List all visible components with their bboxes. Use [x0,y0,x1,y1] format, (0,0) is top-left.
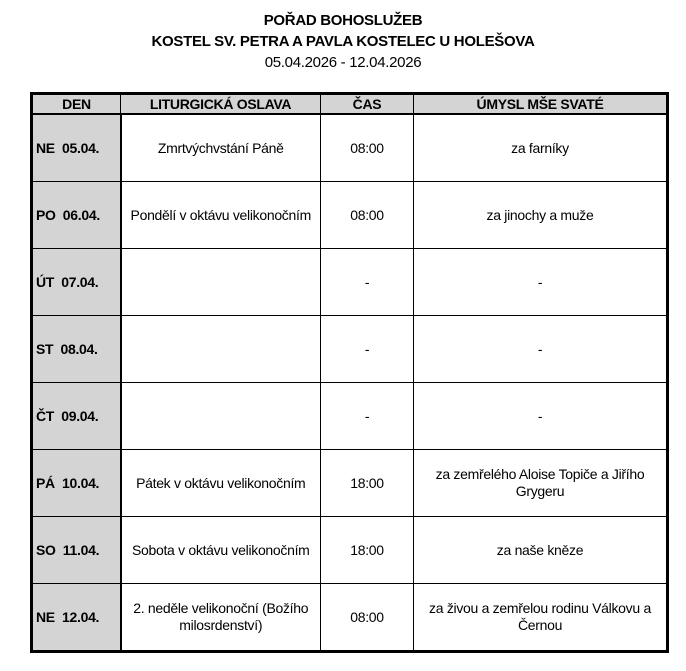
table-row: ÚT 07.04. - - [31,248,668,316]
time-cell: 08:00 [320,583,414,652]
intention-cell: - [413,382,668,450]
schedule-table: DEN LITURGICKÁ OSLAVA ČAS ÚMYSL MŠE SVAT… [30,92,669,653]
table-header-row: DEN LITURGICKÁ OSLAVA ČAS ÚMYSL MŠE SVAT… [31,93,668,115]
time-cell: 18:00 [320,516,414,584]
celebration-cell [120,248,321,316]
intention-cell: za naše kněze [413,516,668,584]
column-header-intention: ÚMYSL MŠE SVATÉ [413,93,668,115]
church-name: KOSTEL SV. PETRA A PAVLA KOSTELEC U HOLE… [151,33,535,50]
table-row: ČT 09.04. - - [31,382,668,450]
date-range: 05.04.2026 - 12.04.2026 [264,54,422,71]
day-cell: ČT 09.04. [31,382,122,450]
time-cell: - [320,382,414,450]
celebration-cell: Pátek v oktávu velikonočním [120,449,321,517]
celebration-cell: 2. neděle velikonoční (Božího milosrdens… [120,583,321,652]
day-cell: ST 08.04. [31,315,122,383]
intention-cell: za živou a zemřelou rodinu Válkovu a Čer… [413,583,668,652]
time-cell: - [320,248,414,316]
time-cell: 18:00 [320,449,414,517]
table-row: PÁ 10.04. Pátek v oktávu velikonočním 18:0… [31,449,668,517]
schedule-title: POŘAD BOHOSLUŽEB [263,12,423,29]
intention-cell: za zemřelého Aloise Topiče a Jiřího Gryg… [413,449,668,517]
time-cell: 08:00 [320,181,414,249]
table-row: NE 12.04. 2. neděle velikonoční (Božího m… [31,583,668,652]
celebration-cell [120,382,321,450]
day-cell: SO 11.04. [31,516,122,584]
celebration-cell: Sobota v oktávu velikonočním [120,516,321,584]
day-cell: PO 06.04. [31,181,122,249]
intention-cell: za farníky [413,113,668,182]
intention-cell: - [413,315,668,383]
table-row: ST 08.04. - - [31,315,668,383]
table-row: PO 06.04. Pondělí v oktávu velikonočním 08… [31,181,668,249]
intention-cell: - [413,248,668,316]
celebration-cell: Zmrtvýchvstání Páně [120,113,321,182]
column-header-day: DEN [31,93,121,115]
column-header-time: ČAS [320,93,414,115]
celebration-cell [120,315,321,383]
day-cell: NE 12.04. [31,583,122,652]
table-row: SO 11.04. Sobota v oktávu velikonočním 18:… [31,516,668,584]
day-cell: PÁ 10.04. [31,449,122,517]
table-row: NE 05.04. Zmrtvýchvstání Páně 08:00 za farn… [31,113,668,182]
time-cell: - [320,315,414,383]
day-cell: ÚT 07.04. [31,248,122,316]
column-header-celebration: LITURGICKÁ OSLAVA [120,93,321,115]
time-cell: 08:00 [320,113,414,182]
day-cell: NE 05.04. [31,113,122,182]
intention-cell: za jinochy a muže [413,181,668,249]
celebration-cell: Pondělí v oktávu velikonočním [120,181,321,249]
